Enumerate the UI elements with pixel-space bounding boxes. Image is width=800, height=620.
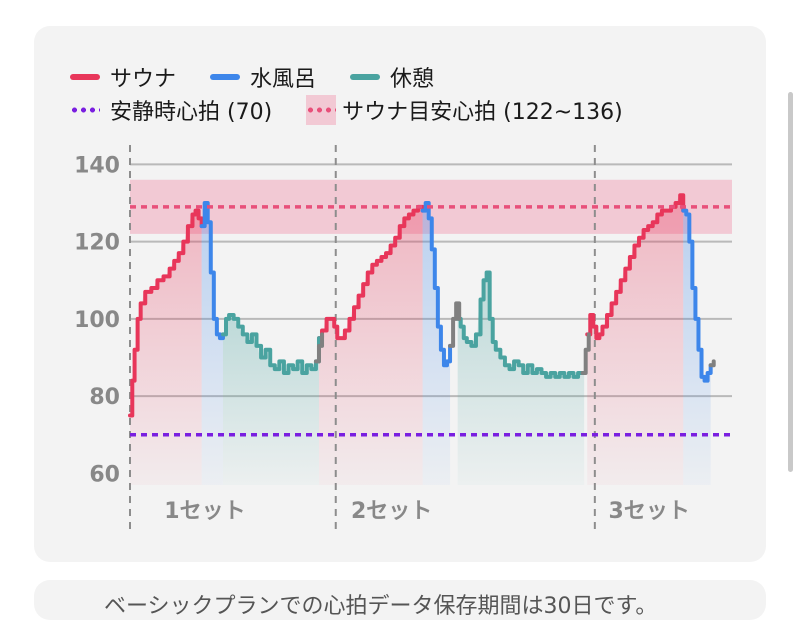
legend-label-resting-hr: 安静時心拍 (70) <box>110 100 273 125</box>
bottom-note: ベーシックプランでの心拍データ保存期間は30日です。 <box>104 594 658 619</box>
area-fill <box>318 206 423 485</box>
legend-swatch-resting-hr <box>70 107 100 113</box>
series-line-水風呂 <box>199 200 225 341</box>
scrollbar[interactable] <box>788 92 793 472</box>
legend-swatch-rest <box>350 74 381 80</box>
y-tick-label: 80 <box>89 385 120 410</box>
legend-label-rest: 休憩 <box>390 67 435 92</box>
legend-swatch-cold-bath <box>210 74 241 80</box>
legend-item-target-hr: サウナ目安心拍 (122~136) <box>306 94 623 126</box>
set-label: 2セット <box>351 499 432 524</box>
series-line-transition <box>708 359 716 368</box>
y-tick-label: 60 <box>89 462 120 487</box>
series-line-休憩 <box>220 313 321 375</box>
series-line-水風呂 <box>420 200 453 368</box>
legend-label-sauna: サウナ <box>110 67 177 92</box>
series-line-サウナ <box>316 204 425 341</box>
legend-row-1: サウナ 水風呂 休憩 <box>70 62 468 92</box>
area-fill <box>201 202 223 486</box>
series-line-transition <box>580 332 591 375</box>
area-fill <box>587 195 684 485</box>
series-line-transition <box>313 332 325 364</box>
top-strip <box>0 0 800 22</box>
legend-item-rest: 休憩 <box>350 61 434 93</box>
series-line-transition <box>448 301 462 348</box>
bottom-card: ベーシックプランでの心拍データ保存期間は30日です。 <box>34 580 766 620</box>
legend-label-cold-bath: 水風呂 <box>250 67 317 92</box>
y-tick-label: 100 <box>74 308 120 333</box>
heart-rate-chart: 60 80 100 120 140 1セット 2セット 3セット <box>74 145 732 530</box>
area-fill <box>130 210 202 485</box>
legend-label-target-hr: サウナ目安心拍 (122~136) <box>342 100 623 125</box>
legend-item-resting-hr: 安静時心拍 (70) <box>70 94 272 126</box>
legend-swatch-sauna <box>70 74 100 80</box>
series-line-サウナ <box>585 193 686 341</box>
series-line-休憩 <box>455 270 587 379</box>
y-tick-label: 120 <box>74 231 120 256</box>
area-fill <box>422 202 451 486</box>
area-fill <box>457 272 585 485</box>
set-label: 1セット <box>164 499 245 524</box>
series-line-水風呂 <box>681 208 713 383</box>
set-label: 3セット <box>609 499 690 524</box>
area-fill <box>222 315 319 485</box>
series-line-サウナ <box>128 208 204 418</box>
legend-row-2: 安静時心拍 (70) サウナ目安心拍 (122~136) <box>70 95 657 125</box>
y-tick-label: 140 <box>74 153 120 178</box>
legend-item-sauna: サウナ <box>70 61 176 93</box>
legend-swatch-target-hr <box>306 95 337 125</box>
legend-item-cold-bath: 水風呂 <box>210 61 316 93</box>
